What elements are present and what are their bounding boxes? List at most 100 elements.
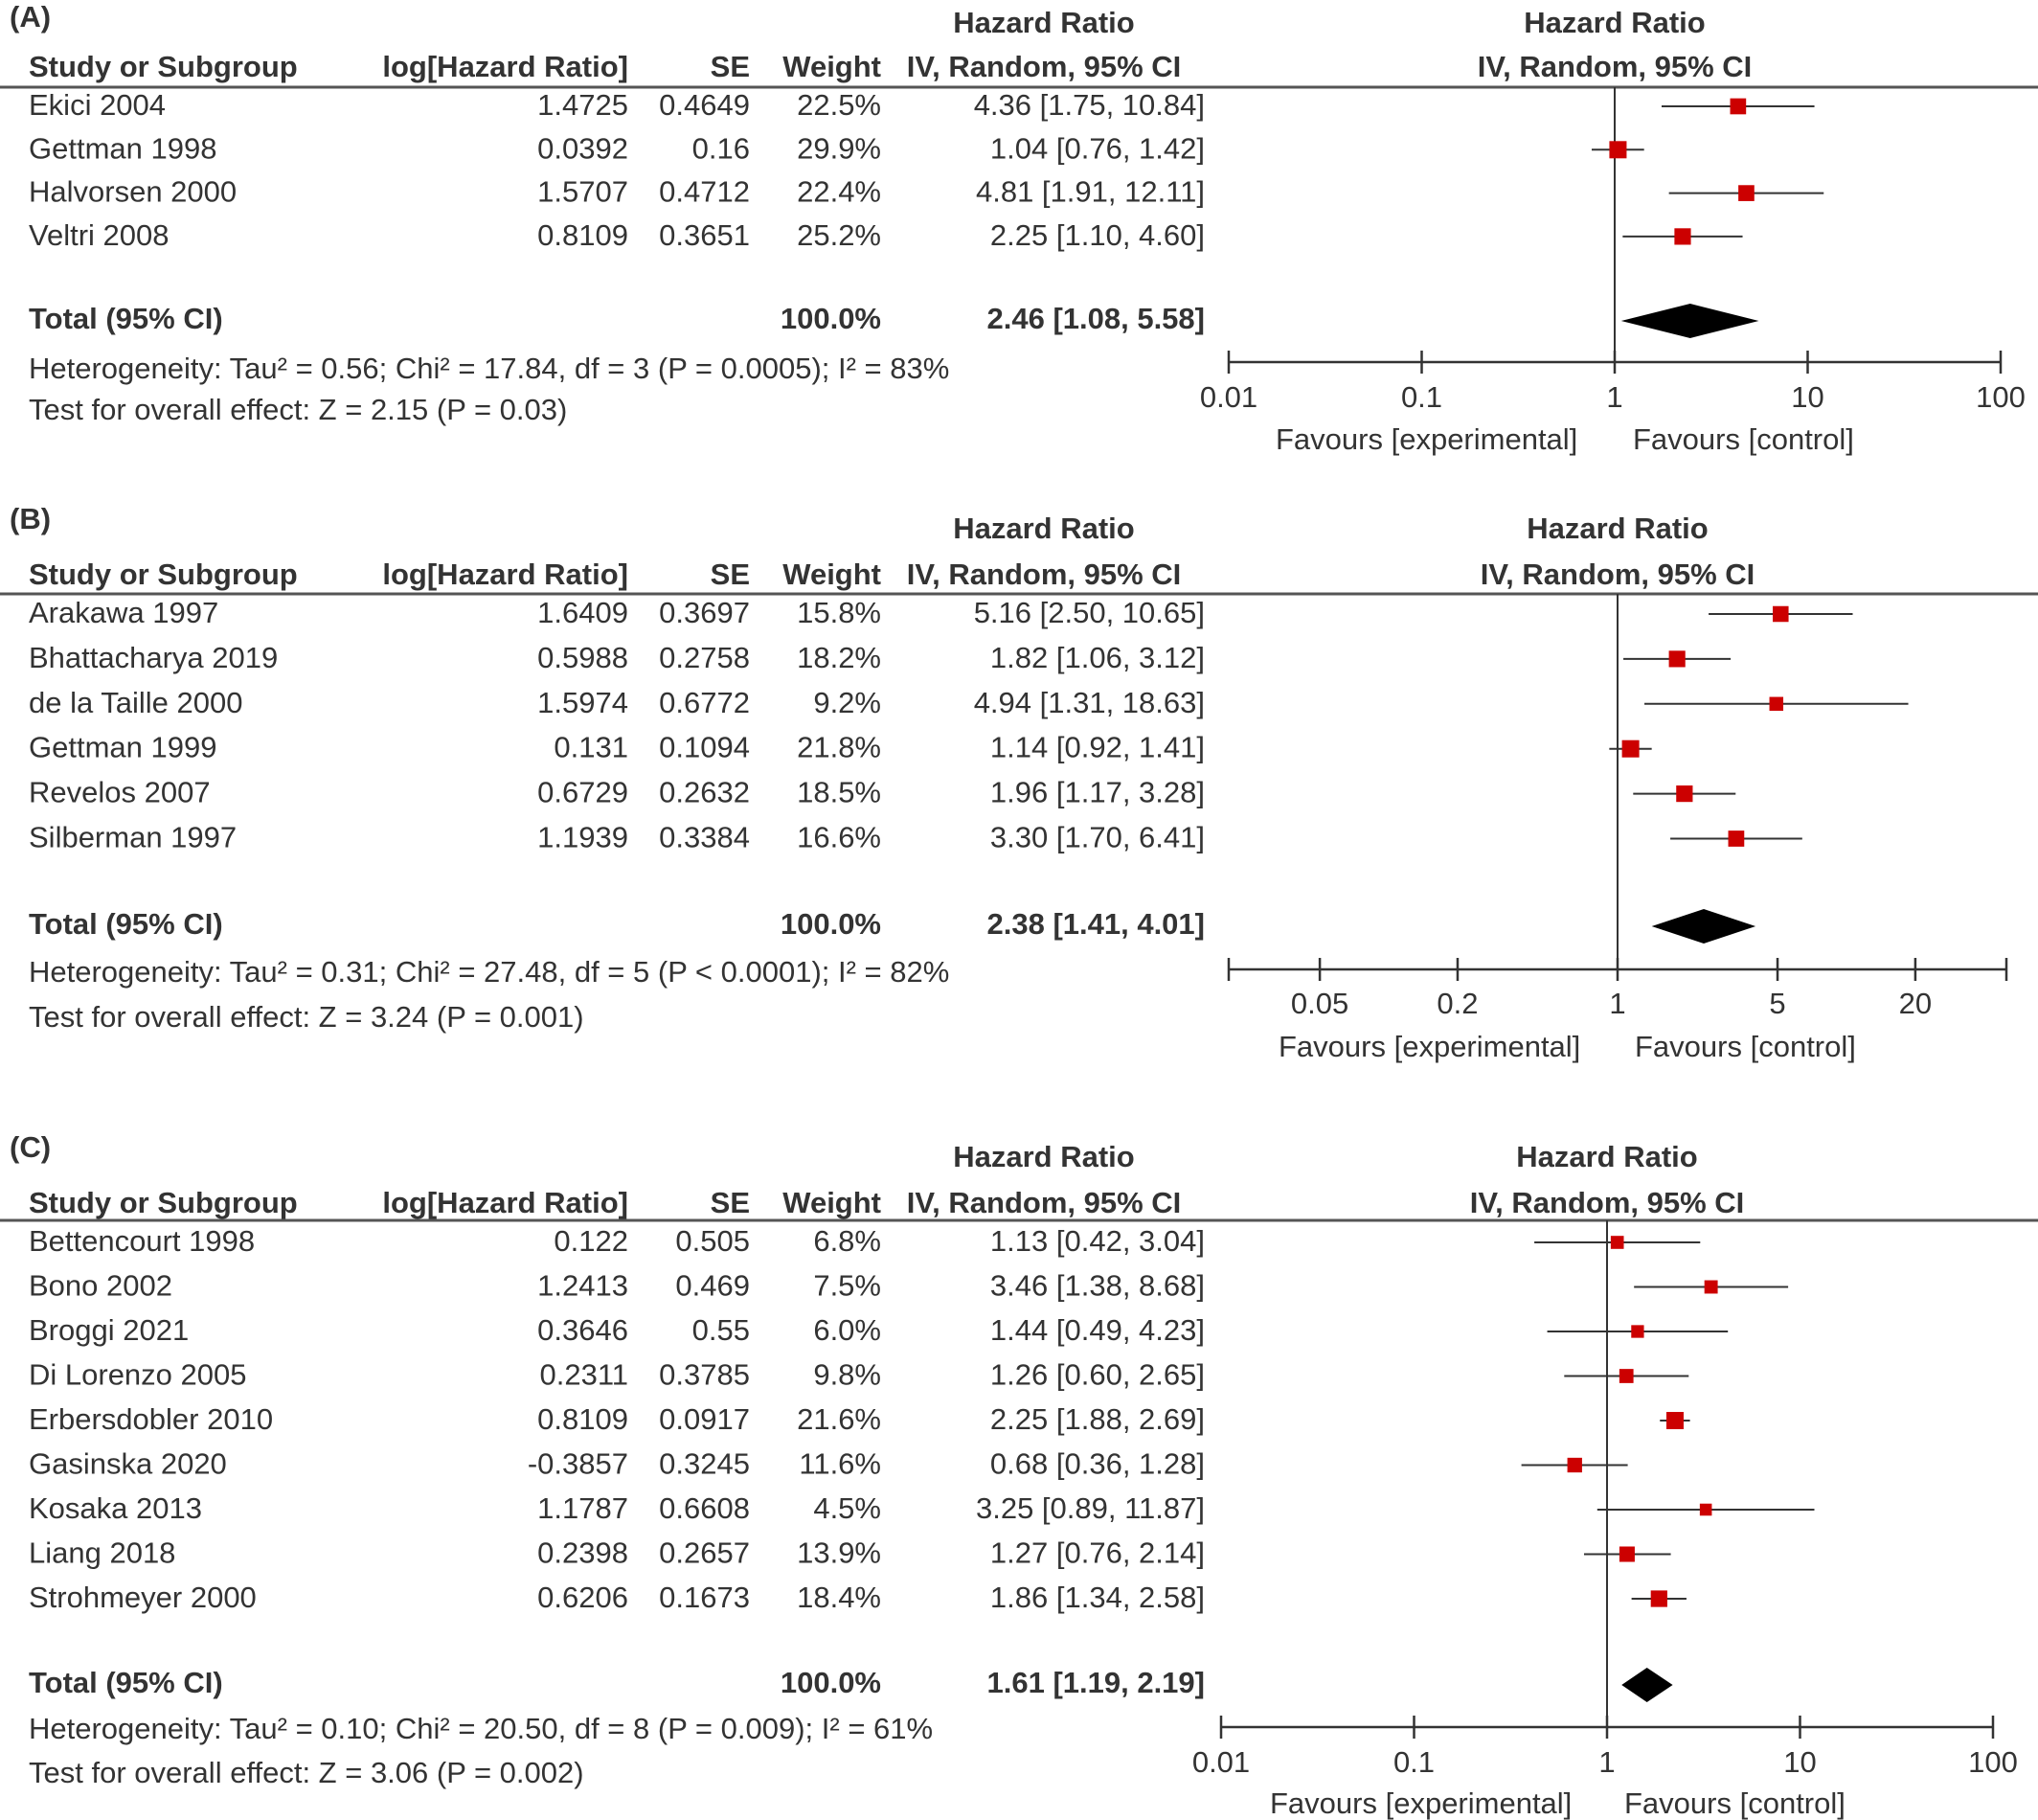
favours-left-label: Favours [experimental]	[1276, 422, 1577, 456]
study-log-hr: 0.6206	[537, 1581, 628, 1614]
header-log-hr: log[Hazard Ratio]	[382, 1186, 628, 1219]
study-ci-text: 3.46 [1.38, 8.68]	[990, 1269, 1205, 1303]
study-name: Revelos 2007	[29, 776, 211, 809]
x-tick-label: 10	[1791, 380, 1823, 414]
x-tick-label: 0.05	[1291, 987, 1348, 1020]
study-se: 0.505	[675, 1224, 750, 1258]
x-tick-label: 0.2	[1437, 987, 1478, 1020]
study-name: Strohmeyer 2000	[29, 1581, 257, 1614]
study-se: 0.3651	[659, 218, 750, 252]
study-name: Bettencourt 1998	[29, 1224, 255, 1258]
study-se: 0.1094	[659, 731, 750, 764]
study-weight: 16.6%	[797, 821, 881, 854]
point-estimate	[1621, 739, 1640, 758]
favours-right-label: Favours [control]	[1633, 422, 1854, 456]
study-ci-text: 4.94 [1.31, 18.63]	[974, 686, 1205, 719]
study-weight: 22.4%	[797, 175, 881, 209]
study-log-hr: 0.5988	[537, 641, 628, 674]
study-name: Halvorsen 2000	[29, 175, 237, 209]
x-tick-label: 1	[1598, 1745, 1615, 1779]
study-ci-text: 3.30 [1.70, 6.41]	[990, 821, 1205, 854]
forest-panel-3: (C) Hazard Ratio Hazard Ratio Study or Subg…	[0, 1130, 2038, 1820]
forest-panel-2: (B) Hazard Ratio Hazard Ratio Study or Subg…	[0, 502, 2038, 1063]
study-weight: 9.8%	[813, 1358, 881, 1392]
point-estimate	[1704, 1280, 1718, 1294]
study-log-hr: 1.2413	[537, 1269, 628, 1303]
heterogeneity-text: Heterogeneity: Tau² = 0.31; Chi² = 27.48…	[29, 955, 949, 989]
study-ci-text: 2.25 [1.10, 4.60]	[990, 218, 1205, 252]
study-row: Gasinska 2020 -0.3857 0.3245 11.6% 0.68 [0.3…	[29, 1447, 1628, 1481]
forest-panel-1: (A) Hazard Ratio Hazard Ratio Study or Subg…	[0, 0, 2038, 456]
point-estimate	[1650, 1590, 1667, 1607]
point-estimate	[1567, 1457, 1582, 1473]
header-weight: Weight	[782, 50, 881, 83]
total-weight: 100.0%	[781, 302, 881, 335]
study-se: 0.16	[692, 131, 750, 165]
study-log-hr: 1.5974	[537, 686, 628, 719]
overall-effect-text: Test for overall effect: Z = 3.24 (P = 0…	[29, 1000, 584, 1034]
point-estimate	[1619, 1546, 1635, 1562]
study-se: 0.3384	[659, 821, 750, 854]
study-log-hr: 1.5707	[537, 175, 628, 209]
study-se: 0.469	[675, 1269, 750, 1303]
study-log-hr: 0.2311	[539, 1358, 628, 1392]
study-row: Silberman 1997 1.1939 0.3384 16.6% 3.30 [1.7…	[29, 821, 1802, 854]
x-tick-label: 0.1	[1393, 1745, 1435, 1779]
favours-left-label: Favours [experimental]	[1279, 1030, 1580, 1063]
study-weight: 25.2%	[797, 218, 881, 252]
study-row: Bono 2002 1.2413 0.469 7.5% 3.46 [1.38, 8.68…	[29, 1269, 1789, 1303]
study-se: 0.2657	[659, 1536, 750, 1570]
favours-left-label: Favours [experimental]	[1270, 1786, 1572, 1820]
study-name: Liang 2018	[29, 1536, 175, 1570]
x-tick-label: 0.01	[1200, 380, 1257, 414]
header-plot-title: Hazard Ratio	[1524, 6, 1705, 39]
header-study: Study or Subgroup	[29, 50, 298, 83]
x-tick-label: 5	[1769, 987, 1785, 1020]
study-se: 0.2758	[659, 641, 750, 674]
x-tick-label: 100	[1976, 380, 2026, 414]
study-weight: 9.2%	[813, 686, 881, 719]
pooled-diamond	[1621, 1668, 1673, 1702]
study-row: Erbersdobler 2010 0.8109 0.0917 21.6% 2.25 […	[29, 1402, 1690, 1436]
panel-label: (B)	[10, 502, 51, 535]
study-weight: 22.5%	[797, 88, 881, 122]
total-ci-text: 2.46 [1.08, 5.58]	[987, 302, 1206, 335]
point-estimate	[1631, 1325, 1644, 1338]
study-se: 0.3245	[659, 1447, 750, 1481]
study-se: 0.3785	[659, 1358, 750, 1392]
header-effect-title: Hazard Ratio	[953, 512, 1134, 545]
point-estimate	[1728, 830, 1745, 847]
study-ci-text: 1.13 [0.42, 3.04]	[990, 1224, 1205, 1258]
study-name: Silberman 1997	[29, 821, 237, 854]
study-log-hr: 0.0392	[537, 131, 628, 165]
x-tick-label: 100	[1968, 1745, 2018, 1779]
study-ci-text: 1.26 [0.60, 2.65]	[990, 1358, 1205, 1392]
study-log-hr: 0.6729	[537, 776, 628, 809]
study-ci-text: 0.68 [0.36, 1.28]	[990, 1447, 1205, 1481]
study-row: Gettman 1999 0.131 0.1094 21.8% 1.14 [0.92, …	[29, 731, 1652, 764]
point-estimate	[1619, 1369, 1634, 1383]
study-row: Strohmeyer 2000 0.6206 0.1673 18.4% 1.86 [1.…	[29, 1581, 1687, 1614]
study-se: 0.4712	[659, 175, 750, 209]
study-name: Gasinska 2020	[29, 1447, 227, 1481]
header-weight: Weight	[782, 1186, 881, 1219]
study-ci-text: 4.36 [1.75, 10.84]	[974, 88, 1205, 122]
study-se: 0.1673	[659, 1581, 750, 1614]
header-study: Study or Subgroup	[29, 1186, 298, 1219]
study-log-hr: 0.131	[554, 731, 628, 764]
x-tick-label: 0.01	[1192, 1745, 1250, 1779]
point-estimate	[1665, 1412, 1684, 1429]
study-ci-text: 5.16 [2.50, 10.65]	[974, 596, 1205, 629]
point-estimate	[1738, 185, 1755, 201]
header-se: SE	[711, 1186, 750, 1219]
study-name: Veltri 2008	[29, 218, 170, 252]
panel-label: (C)	[10, 1130, 51, 1164]
pooled-diamond	[1651, 909, 1756, 944]
header-weight: Weight	[782, 557, 881, 591]
study-ci-text: 1.27 [0.76, 2.14]	[990, 1536, 1205, 1570]
study-se: 0.3697	[659, 596, 750, 629]
header-se: SE	[711, 50, 750, 83]
study-row: Revelos 2007 0.6729 0.2632 18.5% 1.96 [1.17,…	[29, 776, 1736, 809]
point-estimate	[1769, 696, 1784, 712]
